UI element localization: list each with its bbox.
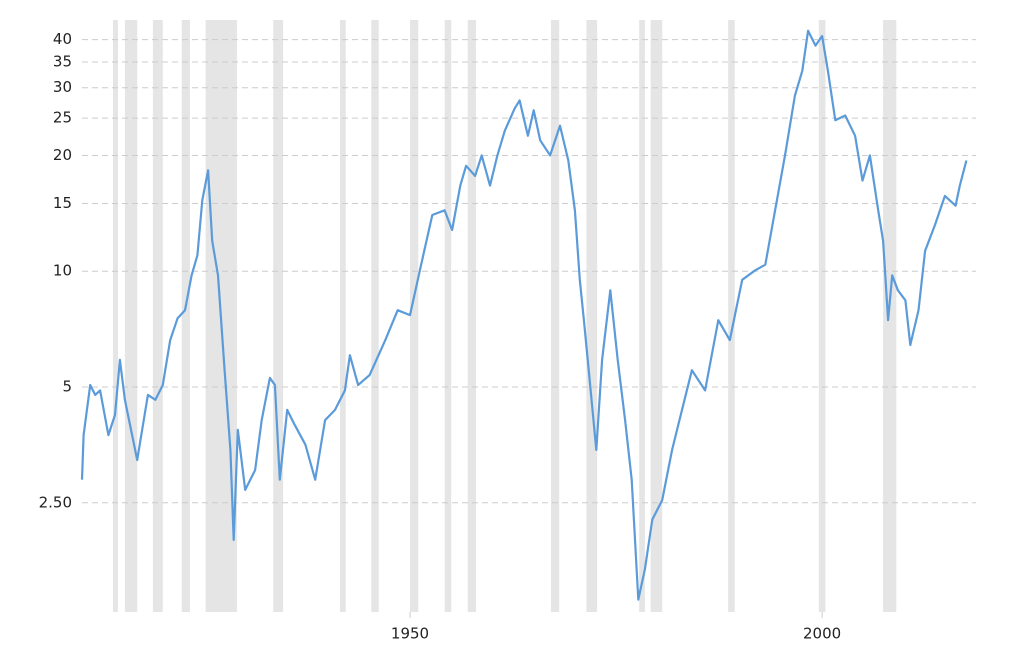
x-tick-label: 2000 — [803, 625, 841, 643]
recession-band — [273, 20, 284, 612]
recession-band — [152, 20, 163, 612]
y-tick-label: 30 — [53, 78, 72, 96]
y-tick-label: 5 — [62, 377, 72, 395]
y-tick-label: 25 — [53, 109, 72, 127]
recession-band — [467, 20, 476, 612]
recession-band — [728, 20, 735, 612]
y-tick-label: 10 — [53, 262, 72, 280]
recession-band — [444, 20, 452, 612]
recession-band — [410, 20, 419, 612]
recession-band — [112, 20, 118, 612]
y-tick-label: 35 — [53, 52, 72, 70]
recession-band — [883, 20, 897, 612]
recession-band — [639, 20, 645, 612]
recession-band — [650, 20, 663, 612]
recession-band — [339, 20, 346, 612]
data-line — [80, 29, 968, 601]
x-tick-label: 1950 — [391, 625, 429, 643]
recession-band — [181, 20, 190, 612]
recession-band — [818, 20, 826, 612]
y-tick-label: 20 — [53, 146, 72, 164]
y-tick-label: 15 — [53, 194, 72, 212]
recession-band — [124, 20, 138, 612]
y-tick-label: 40 — [53, 30, 72, 48]
recession-band — [586, 20, 598, 612]
recession-band — [550, 20, 560, 612]
recession-band — [371, 20, 379, 612]
y-tick-label: 2.50 — [39, 493, 72, 511]
